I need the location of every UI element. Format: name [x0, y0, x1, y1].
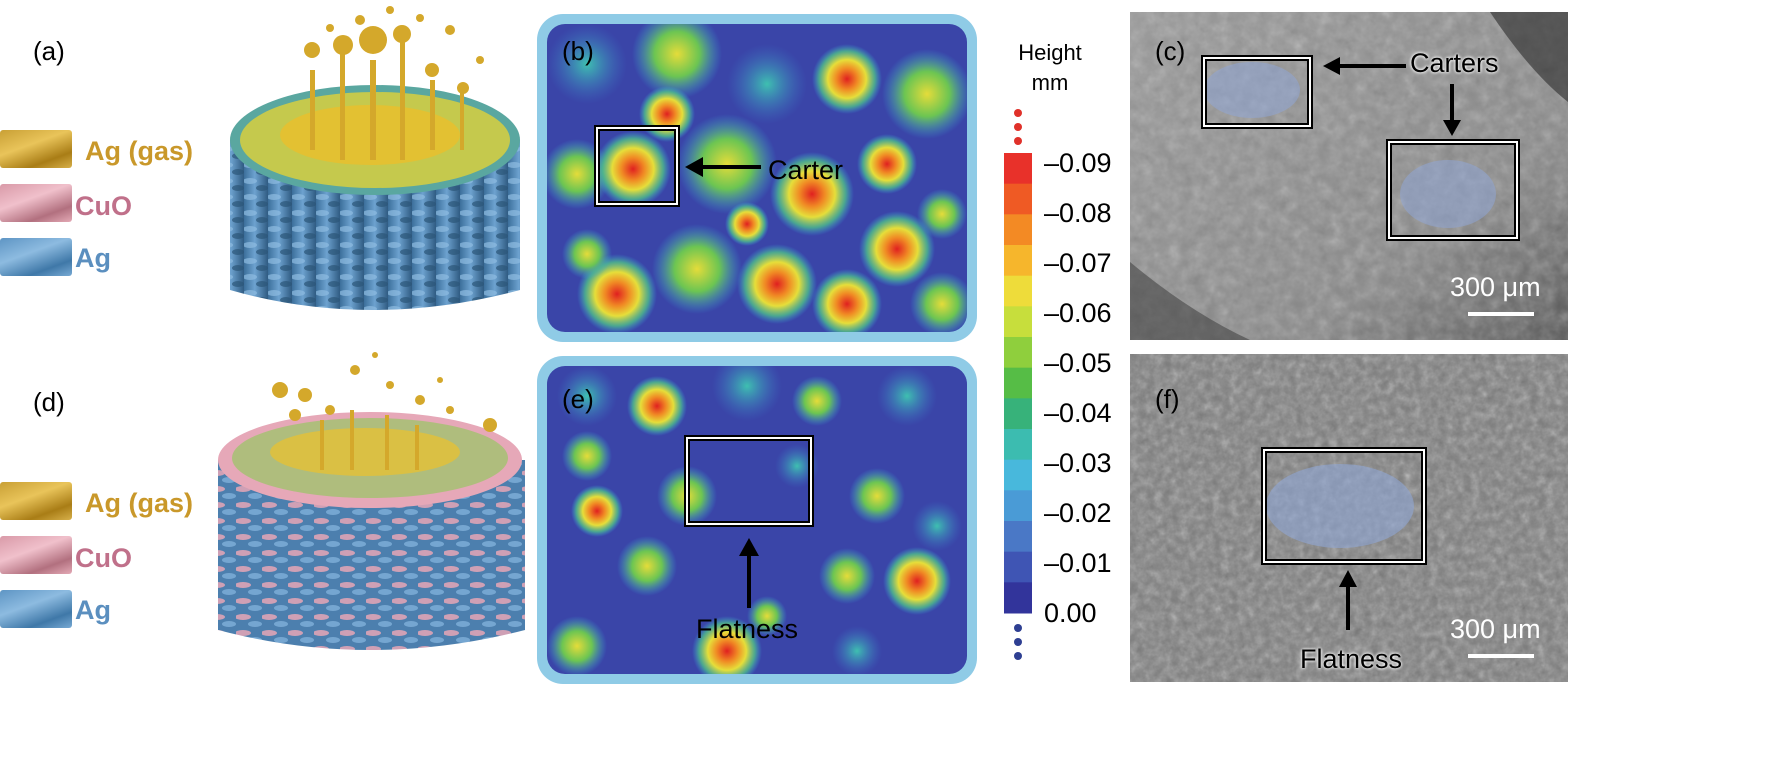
colorbar-title: Height mm: [1000, 38, 1100, 98]
cylinder-render-a: [230, 6, 520, 310]
colorbar-step: [1004, 459, 1032, 491]
colorbar-step: [1004, 183, 1032, 215]
scale-label-f: 300 μm: [1450, 614, 1541, 644]
scale-bar-c: [1468, 312, 1534, 316]
cylinder-render-d: [218, 352, 525, 650]
legend-label-ag: Ag: [75, 595, 111, 625]
colorbar-step: [1004, 214, 1032, 246]
scale-bar-f: [1468, 654, 1534, 658]
colorbar-tick-label: –0.06: [1044, 298, 1112, 328]
colorbar-step: [1004, 582, 1032, 614]
colorbar-step: [1004, 398, 1032, 430]
panel-label-e: (e): [562, 384, 594, 414]
colorbar-step: [1004, 490, 1032, 522]
colorbar-title-line1: Height: [1018, 40, 1082, 65]
colorbar-tick-label: –0.02: [1044, 498, 1112, 528]
colorbar-step: [1004, 275, 1032, 307]
colorbar-tick-label: –0.05: [1044, 348, 1112, 378]
carter-label: Carter: [768, 155, 844, 185]
colorbar: [1004, 109, 1032, 660]
colorbar-tick-label: –0.09: [1044, 148, 1112, 178]
legend-label-ag: Ag: [75, 243, 111, 273]
flatness-label-e: Flatness: [696, 614, 799, 644]
sem-image-f: [1130, 354, 1568, 682]
colorbar-ticks: –0.09 –0.08 –0.07 –0.06 –0.05 –0.04 –0.03 –0.02…: [1044, 148, 1134, 628]
colorbar-tick-label: –0.03: [1044, 448, 1112, 478]
colorbar-tick-label: 0.00: [1044, 598, 1097, 628]
colorbar-dots-bottom: [1014, 624, 1022, 660]
heat-spots: [547, 24, 967, 332]
panel-label-d: (d): [33, 387, 65, 417]
panel-label-b: (b): [562, 36, 594, 66]
colorbar-step: [1004, 429, 1032, 461]
colorbar-tick-label: –0.07: [1044, 248, 1112, 278]
swatch-cuo: [0, 184, 72, 222]
heatmap-b-frame: [537, 14, 977, 342]
heat-spots: [547, 366, 962, 674]
colorbar-step: [1004, 245, 1032, 277]
colorbar-step: [1004, 306, 1032, 338]
swatch-ag: [0, 590, 72, 628]
panel-label-c: (c): [1155, 36, 1186, 66]
heatmap-e: [547, 366, 967, 674]
colorbar-steps: [1004, 153, 1032, 614]
swatch-ag-gas: [0, 482, 72, 520]
colorbar-tick-label: –0.08: [1044, 198, 1112, 228]
colorbar-tick-label: –0.01: [1044, 548, 1112, 578]
carters-label: Carters: [1410, 48, 1499, 78]
legend-label-ag-gas: Ag (gas): [85, 488, 193, 518]
legend-label-cuo: CuO: [75, 191, 132, 221]
carter-highlight-1: [1204, 62, 1300, 118]
gas-spikes: [272, 352, 497, 470]
colorbar-tick-label: –0.04: [1044, 398, 1112, 428]
colorbar-step: [1004, 367, 1032, 399]
colorbar-title-line2: mm: [1031, 70, 1069, 95]
gas-spikes: [304, 6, 484, 160]
panel-label-a: (a): [33, 36, 65, 66]
colorbar-step: [1004, 337, 1032, 369]
colorbar-step: [1004, 521, 1032, 553]
flatness-highlight: [1266, 464, 1414, 548]
flatness-label-f: Flatness: [1300, 644, 1403, 674]
cylinder-body: [218, 460, 525, 650]
sem-image-c: [1130, 12, 1568, 340]
legend-bottom: Ag (gas) CuO Ag: [0, 480, 200, 630]
colorbar-step: [1004, 551, 1032, 583]
swatch-ag-gas: [0, 130, 72, 168]
colorbar-dots-top: [1014, 109, 1022, 145]
legend-label-ag-gas: Ag (gas): [85, 136, 193, 166]
scale-label-c: 300 μm: [1450, 272, 1541, 302]
colorbar-step: [1004, 153, 1032, 185]
heatmap-b: [547, 24, 967, 332]
heatmap-e-frame: [537, 356, 977, 684]
carter-highlight-2: [1400, 160, 1496, 228]
legend-label-cuo: CuO: [75, 543, 132, 573]
swatch-cuo: [0, 536, 72, 574]
panel-label-f: (f): [1155, 384, 1180, 414]
swatch-ag: [0, 238, 72, 276]
legend-top: Ag (gas) CuO Ag: [0, 128, 200, 278]
